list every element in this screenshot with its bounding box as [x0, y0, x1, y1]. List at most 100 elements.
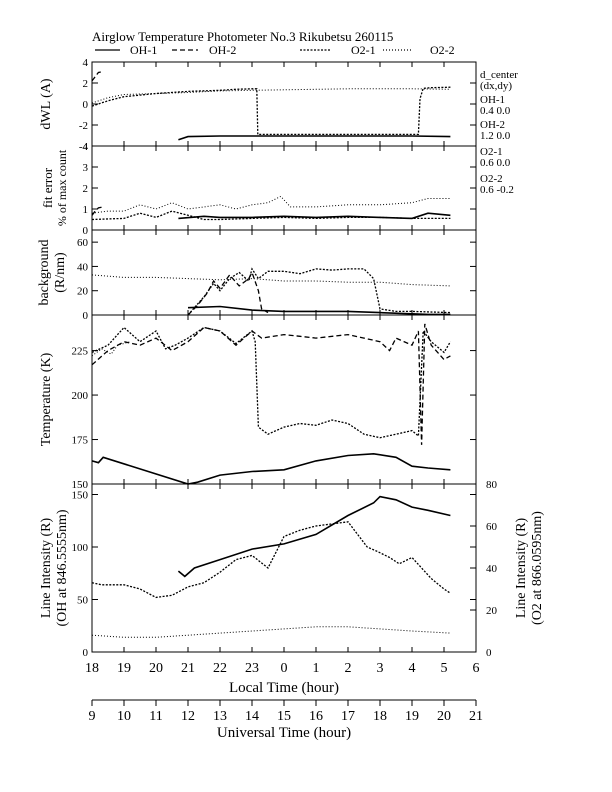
- y-label: Temperature (K): [39, 352, 54, 446]
- y-tick-label: 150: [72, 490, 89, 502]
- series-oh-1-bg: [187, 305, 451, 316]
- series-oh-2-dwl: [91, 70, 104, 82]
- panel-frame: [91, 229, 477, 316]
- y-label-2: (R/nm): [53, 252, 68, 293]
- local-time-tick-label: 6: [473, 661, 480, 676]
- series-oh-2-fit: [91, 206, 104, 216]
- series-o2-1-bg: [187, 267, 451, 316]
- series-o2-1-temp: [91, 326, 451, 439]
- series-o2-1-int: [91, 521, 451, 599]
- local-time-tick-label: 19: [117, 661, 131, 676]
- side-note: 0.6 0.0: [480, 157, 511, 169]
- y-label: dWL (A): [39, 78, 54, 130]
- series-oh-2-bg: [187, 270, 269, 316]
- local-time-tick-label: 21: [181, 661, 195, 676]
- panel-bg: 60 40 20 0 background (R/nm): [37, 229, 477, 322]
- universal-time-tick-label: 14: [245, 709, 259, 724]
- side-note: 0.6 -0.2: [480, 184, 514, 196]
- universal-time-tick-label: 17: [341, 709, 355, 724]
- y-tick-label: 100: [72, 542, 89, 554]
- y-tick-label: 20: [77, 286, 89, 298]
- series-oh-1-int: [177, 495, 451, 578]
- y-tick-label: 225: [72, 346, 89, 358]
- y-tick-label: 150: [72, 479, 89, 491]
- side-note: OH-2: [480, 119, 505, 131]
- universal-time-tick-label: 20: [437, 709, 451, 724]
- series-oh-1-fit: [178, 212, 451, 220]
- local-time-tick-label: 4: [409, 661, 416, 676]
- local-time-tick-label: 2: [345, 661, 352, 676]
- universal-time-tick-label: 11: [149, 709, 162, 724]
- universal-time-tick-label: 12: [181, 709, 195, 724]
- chart-title: Airglow Temperature Photometer No.3 Riku…: [92, 29, 393, 44]
- y-label-2: % of max count: [55, 149, 69, 226]
- panel-temp: 225 200 175 150 Temperature (K): [39, 314, 477, 491]
- y-label: fit error: [40, 167, 55, 208]
- side-note: d_center: [480, 69, 518, 81]
- side-note: O2-1: [480, 146, 503, 158]
- universal-time-tick-label: 16: [309, 709, 323, 724]
- legend-label-o2-1: O2-1: [351, 43, 376, 57]
- series-o2-1-dwl: [91, 86, 451, 136]
- right-y-tick-label: 20: [486, 605, 498, 617]
- side-note: 0.4 0.0: [480, 105, 511, 117]
- y-tick-label: 0: [83, 310, 89, 322]
- right-y-label: Line Intensity (R): [514, 518, 529, 619]
- side-note: O2-2: [480, 173, 503, 185]
- side-notes: d_center(dx,dy) OH-10.4 0.0 OH-21.2 0.0 O2-…: [480, 69, 518, 196]
- y-tick-label: 50: [77, 595, 89, 607]
- y-tick-label: 4: [83, 57, 89, 69]
- panel-fit: 4 3 2 1 0 fit error% of max count: [40, 141, 477, 237]
- y-label-2: (OH at 846.5555nm): [55, 509, 70, 626]
- y-tick-label: 3: [83, 162, 89, 174]
- y-tick-label: 0: [83, 99, 89, 111]
- y-tick-label: 0: [83, 647, 89, 659]
- y-tick-label: -4: [79, 141, 89, 153]
- panel-frame: [91, 483, 477, 653]
- local-time-tick-label: 5: [441, 661, 448, 676]
- y-tick-label: 200: [72, 390, 89, 402]
- y-tick-label: 175: [72, 435, 89, 447]
- series-o2-2-int: [91, 626, 451, 638]
- right-y-tick-label: 0: [486, 647, 492, 659]
- y-tick-label: 2: [83, 183, 89, 195]
- local-time-tick-label: 23: [245, 661, 259, 676]
- universal-time-tick-label: 10: [117, 709, 131, 724]
- y-tick-label: 2: [83, 78, 89, 90]
- universal-time-tick-label: 19: [405, 709, 419, 724]
- legend-label-o2-2: O2-2: [430, 43, 455, 57]
- panel-dwl: 4 2 0 -2 -4 dWL (A): [39, 57, 477, 153]
- universal-time-tick-label: 9: [89, 709, 96, 724]
- local-time-tick-label: 20: [149, 661, 163, 676]
- local-time-tick-label: 3: [377, 661, 384, 676]
- universal-time-tick-label: 21: [469, 709, 483, 724]
- universal-time-axis-label: Universal Time (hour): [217, 725, 351, 741]
- universal-time-tick-label: 15: [277, 709, 291, 724]
- side-note: 1.2 0.0: [480, 130, 511, 142]
- local-time-tick-label: 18: [85, 661, 99, 676]
- universal-time-tick-label: 18: [373, 709, 387, 724]
- panel-frame: [91, 61, 477, 147]
- universal-time-tick-label: 13: [213, 709, 227, 724]
- local-time-tick-label: 22: [213, 661, 227, 676]
- y-tick-label: 40: [77, 261, 89, 273]
- series-o2-2-fit: [91, 195, 451, 214]
- side-note: (dx,dy): [480, 80, 512, 92]
- right-y-tick-label: 40: [486, 563, 498, 575]
- y-tick-label: 4: [83, 141, 89, 153]
- y-tick-label: 0: [83, 225, 89, 237]
- right-y-tick-label: 60: [486, 521, 498, 533]
- legend-label-oh-1: OH-1: [130, 43, 157, 57]
- legend-label-oh-2: OH-2: [209, 43, 236, 57]
- series-o2-2-bg: [91, 274, 451, 287]
- series-oh-1-dwl: [178, 135, 451, 141]
- y-tick-label: 60: [77, 237, 89, 249]
- local-time-axis-label: Local Time (hour): [229, 680, 339, 696]
- y-tick-label: -2: [79, 120, 88, 132]
- series-o2-2-dwl: [91, 88, 451, 104]
- y-tick-label: 1: [83, 204, 89, 216]
